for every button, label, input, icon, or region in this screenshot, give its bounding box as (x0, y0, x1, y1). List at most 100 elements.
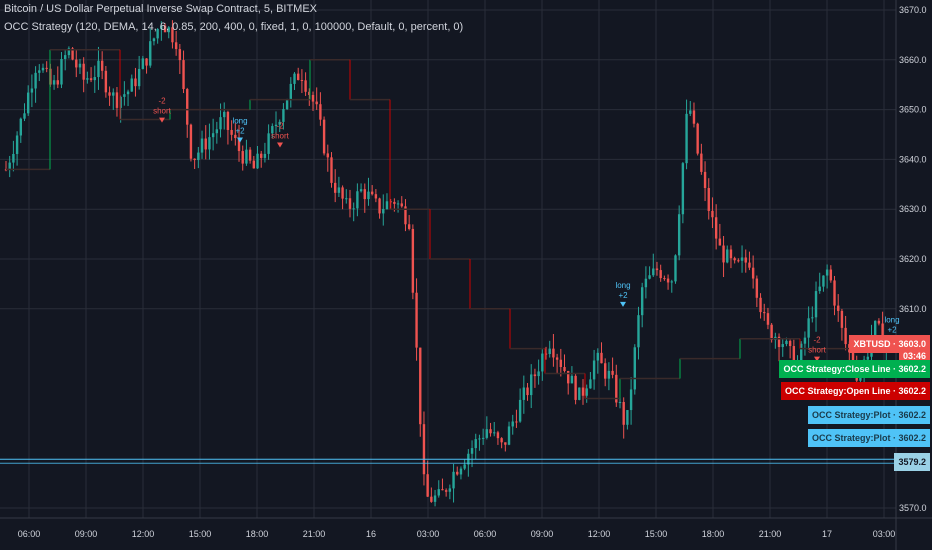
candle-body (41, 67, 45, 71)
x-tick-label: 03:00 (417, 529, 440, 539)
candle-body (256, 153, 259, 169)
y-tick-label: 3610.0 (899, 304, 927, 314)
candle-body (352, 208, 355, 210)
candle-body (685, 113, 688, 164)
candle-body (837, 305, 840, 311)
candle-body (751, 267, 755, 279)
signal-arrow (237, 137, 243, 143)
candle-body (481, 437, 485, 439)
candle-body (389, 201, 392, 203)
candle-body (537, 371, 540, 377)
candle-body (60, 58, 63, 85)
candle-body (493, 432, 496, 434)
candle-body (644, 278, 648, 288)
x-tick-label: 03:00 (873, 529, 896, 539)
candle-body (611, 370, 614, 375)
candle-body (189, 124, 193, 159)
candle-body (382, 208, 385, 214)
y-tick-label: 3630.0 (899, 204, 927, 214)
candle-body (182, 60, 185, 90)
candle-body (93, 77, 96, 81)
candle-body (629, 389, 633, 411)
candle-body (160, 25, 163, 29)
x-tick-label: 09:00 (75, 529, 98, 539)
candle-body (137, 68, 141, 87)
candle-body (666, 278, 670, 283)
candle-body (777, 336, 781, 348)
candle-body (115, 92, 119, 108)
candle-body (829, 269, 833, 281)
candle-body (285, 99, 289, 110)
x-tick-label: 16 (366, 529, 376, 539)
candle-body (248, 149, 252, 161)
candle-body (655, 268, 659, 271)
candle-body (703, 171, 707, 189)
candle-body (874, 320, 877, 339)
candle-body (260, 153, 263, 158)
candle-body (788, 340, 792, 347)
candle-body (733, 258, 736, 261)
candle-body (522, 387, 526, 400)
candle-body (315, 101, 318, 105)
candle-body (45, 67, 48, 69)
candle-body (722, 245, 725, 263)
candle-body (126, 91, 130, 95)
signal-label: long (884, 316, 899, 325)
candle-body (82, 63, 85, 80)
candle-body (422, 424, 426, 475)
candle-body (822, 275, 825, 287)
candle-body (648, 275, 651, 279)
candle-body (618, 402, 622, 404)
candle-body (640, 287, 644, 316)
candle-body (12, 153, 15, 163)
signal-arrow (277, 142, 283, 148)
candle-body (356, 191, 359, 209)
price-tag: 3579.2 (894, 453, 930, 472)
candle-body (766, 313, 770, 325)
candle-body (223, 111, 226, 118)
candle-body (696, 123, 699, 154)
candle-body (215, 129, 219, 134)
signal-label: long (232, 117, 247, 126)
candle-body (178, 49, 182, 61)
candle-body (278, 121, 281, 125)
signal-label: -2 (158, 97, 166, 106)
candle-body (63, 55, 67, 59)
candle-body (374, 194, 378, 199)
candle-body (740, 257, 744, 261)
x-tick-label: 21:00 (303, 529, 326, 539)
candle-body (500, 438, 503, 443)
candle-body (348, 198, 352, 209)
candle-body (559, 359, 563, 368)
candle-body (311, 94, 315, 102)
candle-body (104, 70, 108, 93)
candle-body (433, 495, 437, 502)
candle-body (89, 78, 93, 81)
candle-body (825, 269, 829, 276)
candle-body (600, 352, 603, 364)
candle-body (526, 387, 529, 396)
candle-body (404, 206, 407, 225)
candle-body (718, 238, 722, 246)
y-tick-label: 3650.0 (899, 105, 927, 115)
candle-body (407, 224, 411, 229)
y-tick-label: 3620.0 (899, 254, 927, 264)
candle-body (193, 158, 196, 161)
candle-body (507, 426, 511, 445)
signal-label: short (153, 107, 172, 116)
x-tick-label: 06:00 (474, 529, 497, 539)
candle-body (208, 137, 211, 150)
signal-label: short (808, 346, 827, 355)
candle-body (230, 129, 233, 135)
candle-body (26, 92, 30, 114)
candle-body (515, 421, 518, 423)
candle-body (504, 442, 507, 445)
candle-body (30, 88, 34, 93)
candle-body (171, 27, 174, 43)
candle-body (448, 488, 452, 492)
candle-body (333, 182, 337, 193)
candle-body (744, 257, 747, 263)
